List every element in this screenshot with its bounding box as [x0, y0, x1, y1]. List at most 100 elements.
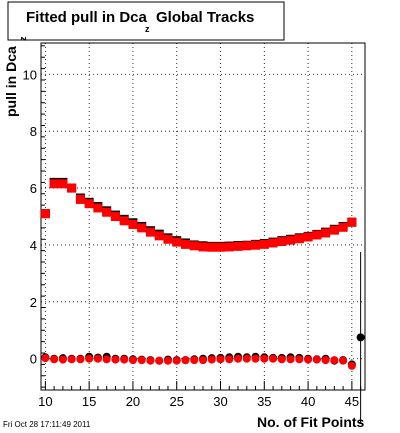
- series-3-point: [269, 354, 278, 363]
- series-3-point: [242, 354, 251, 363]
- series-1-point: [189, 241, 199, 251]
- series-3-point: [76, 355, 85, 364]
- series-3-point: [190, 356, 199, 365]
- series-1-point: [145, 227, 155, 237]
- series-3-point: [67, 355, 76, 364]
- series-3-point: [312, 355, 321, 364]
- x-tick-label: 35: [257, 394, 271, 409]
- y-tick-label: 0: [30, 352, 37, 367]
- series-3-point: [295, 355, 304, 364]
- series-1-point: [102, 207, 112, 217]
- x-tick-label: 25: [169, 394, 183, 409]
- series-3-point: [111, 355, 120, 364]
- y-axis: 0 2 4 6 8 10: [23, 45, 45, 388]
- series-3-point: [277, 355, 286, 364]
- series-3-point: [251, 354, 260, 363]
- x-tick-label: 30: [213, 394, 227, 409]
- series-3-point: [286, 355, 295, 364]
- y-tick-label: 2: [30, 295, 37, 310]
- y-tick-label: 4: [30, 238, 37, 253]
- series-1-point: [277, 237, 287, 247]
- series-1-point: [137, 223, 147, 233]
- series-1-point: [163, 234, 173, 244]
- plot-frame: [40, 42, 366, 391]
- series-1-point: [154, 231, 164, 241]
- series-1-point: [75, 194, 85, 204]
- series-3-point: [216, 355, 225, 364]
- series-1-point: [216, 242, 226, 252]
- title-text: Fitted pull in Dca: [26, 9, 147, 26]
- series-1-point: [40, 209, 50, 219]
- series-1-point: [58, 179, 68, 189]
- series-1-point: [242, 241, 252, 251]
- series-3-point: [199, 356, 207, 365]
- series-3-point: [207, 355, 216, 364]
- series-3-point: [172, 356, 181, 365]
- x-tick-label: 20: [126, 394, 140, 409]
- series-1-point: [303, 232, 313, 242]
- series-3-point: [155, 356, 164, 365]
- series-3-point: [234, 354, 243, 363]
- title-box: [7, 1, 285, 41]
- x-tick-label: 15: [82, 394, 96, 409]
- series-1-point: [110, 212, 120, 221]
- series-1-point: [49, 179, 59, 189]
- series-1-point: [347, 217, 357, 227]
- series-3-point: [339, 356, 348, 365]
- series-1-point: [329, 225, 339, 235]
- series-3-point: [85, 354, 94, 363]
- series-1-point: [251, 240, 261, 250]
- footer-timestamp: Fri Oct 28 17:11:49 2011: [3, 420, 91, 429]
- series-3-point: [120, 355, 129, 364]
- series-1-point: [338, 222, 348, 232]
- y-axis-title: pull in Dca z: [3, 36, 28, 117]
- y-tick-label: 8: [30, 124, 37, 139]
- y-tick-label: 10: [23, 67, 37, 82]
- series-3-point: [225, 355, 234, 364]
- series-3-point: [146, 356, 155, 365]
- series-1-point: [224, 242, 234, 252]
- series-1-point: [172, 237, 182, 247]
- series-1-point: [67, 183, 77, 193]
- series-1-point: [286, 235, 296, 245]
- series-1-point: [119, 216, 129, 226]
- series-1-point: [180, 239, 190, 249]
- series-3-point: [137, 356, 146, 365]
- series-1-point: [84, 199, 94, 209]
- series-3-point: [321, 356, 330, 365]
- series-1-point: [207, 242, 217, 252]
- series-1-point: [321, 228, 331, 238]
- title-suffix: Global Tracks: [156, 9, 254, 26]
- series-1-point: [93, 203, 103, 213]
- title-subscript: z: [145, 24, 150, 34]
- series-3-point: [128, 356, 137, 365]
- series-1-point: [312, 230, 322, 240]
- series-1-point: [128, 219, 138, 229]
- series-3-point: [347, 361, 356, 370]
- x-tick-label: 40: [301, 394, 315, 409]
- y-axis-title-text: pull in Dca: [3, 46, 19, 117]
- data-marks: [40, 177, 365, 423]
- chart-title: Fitted pull in Dca z Global Tracks: [7, 1, 285, 41]
- x-tick-label: 10: [38, 394, 52, 409]
- series-3-point: [330, 356, 339, 365]
- series-1-point: [294, 234, 304, 244]
- series-3-point: [260, 354, 269, 363]
- series-3-point: [163, 356, 172, 365]
- series-1-point: [268, 238, 278, 248]
- x-axis: 10 15 20 25 30 35 40 45: [38, 381, 362, 409]
- y-axis-title-subscript: z: [18, 36, 28, 41]
- y-tick-label: 6: [30, 181, 37, 196]
- series-1-point: [198, 242, 208, 252]
- series-1-point: [233, 241, 243, 251]
- series-3-point: [102, 355, 111, 364]
- series-1-point: [259, 239, 269, 249]
- series-3-point: [41, 354, 50, 363]
- series-2-point: [356, 333, 365, 342]
- series-3-point: [93, 354, 102, 363]
- series-3-point: [58, 355, 67, 364]
- series-3-point: [304, 355, 313, 364]
- series-3-point: [50, 355, 59, 364]
- x-tick-label: 45: [345, 394, 359, 409]
